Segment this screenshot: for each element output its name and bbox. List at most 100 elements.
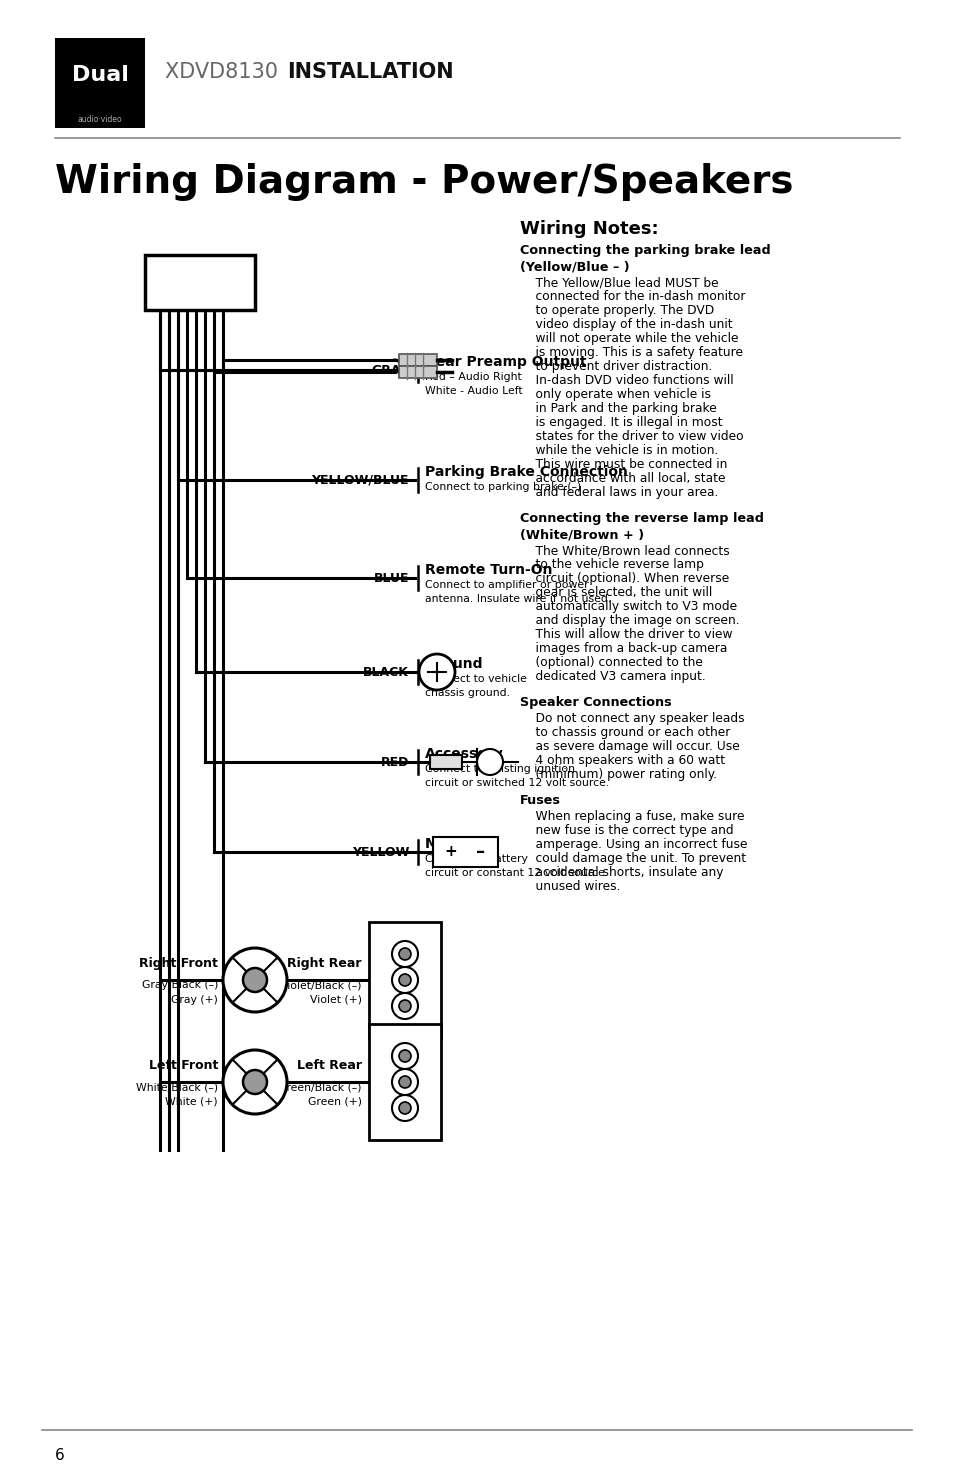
Circle shape xyxy=(243,968,267,993)
Circle shape xyxy=(392,1043,417,1069)
Text: Wiring Notes:: Wiring Notes: xyxy=(519,220,658,237)
Circle shape xyxy=(223,1050,287,1114)
Text: BLACK: BLACK xyxy=(363,665,409,678)
Text: White (+): White (+) xyxy=(165,1097,218,1108)
Text: BLUE: BLUE xyxy=(374,571,409,584)
Text: This will allow the driver to view: This will allow the driver to view xyxy=(519,628,732,642)
Text: RED: RED xyxy=(380,755,409,768)
Text: 4 ohm speakers with a 60 watt: 4 ohm speakers with a 60 watt xyxy=(519,754,724,767)
Text: new fuse is the correct type and: new fuse is the correct type and xyxy=(519,825,733,836)
Text: (minimum) power rating only.: (minimum) power rating only. xyxy=(519,768,717,780)
Text: connected for the in-dash monitor: connected for the in-dash monitor xyxy=(519,291,744,302)
Circle shape xyxy=(398,1102,411,1114)
Circle shape xyxy=(476,749,502,774)
Text: accordance with all local, state: accordance with all local, state xyxy=(519,472,724,485)
Bar xyxy=(398,354,436,366)
Text: GRAY: GRAY xyxy=(372,363,409,376)
Text: Dual: Dual xyxy=(71,65,129,86)
Circle shape xyxy=(398,1050,411,1062)
Circle shape xyxy=(398,1075,411,1089)
Text: Remote Turn-On: Remote Turn-On xyxy=(424,563,552,577)
Text: Gray (+): Gray (+) xyxy=(171,996,218,1004)
Text: chassis ground.: chassis ground. xyxy=(424,687,510,698)
Text: gear is selected, the unit will: gear is selected, the unit will xyxy=(519,586,712,599)
Text: as severe damage will occur. Use: as severe damage will occur. Use xyxy=(519,740,739,754)
Text: Connect to battery: Connect to battery xyxy=(424,854,527,864)
Text: The White/Brown lead connects: The White/Brown lead connects xyxy=(519,544,729,558)
Text: XDVD8130: XDVD8130 xyxy=(165,62,284,83)
Text: White/Black (–): White/Black (–) xyxy=(135,1083,218,1092)
Text: Violet (+): Violet (+) xyxy=(310,996,361,1004)
Text: YELLOW/BLUE: YELLOW/BLUE xyxy=(312,473,409,487)
Circle shape xyxy=(418,653,455,690)
Text: Connect to vehicle: Connect to vehicle xyxy=(424,674,526,684)
Text: When replacing a fuse, make sure: When replacing a fuse, make sure xyxy=(519,810,743,823)
Text: Left Front: Left Front xyxy=(149,1059,218,1072)
Text: states for the driver to view video: states for the driver to view video xyxy=(519,431,742,442)
Circle shape xyxy=(398,1000,411,1012)
Text: Violet/Black (–): Violet/Black (–) xyxy=(280,979,361,990)
Text: Right Front: Right Front xyxy=(139,957,218,971)
Text: Parking Brake Connection: Parking Brake Connection xyxy=(424,465,627,479)
Text: circuit or constant 12 volt source.: circuit or constant 12 volt source. xyxy=(424,867,607,878)
Text: Connect to existing ignition: Connect to existing ignition xyxy=(424,764,575,774)
Text: to prevent driver distraction.: to prevent driver distraction. xyxy=(519,360,712,373)
Text: Green (+): Green (+) xyxy=(308,1097,361,1108)
Text: Connecting the parking brake lead: Connecting the parking brake lead xyxy=(519,243,770,257)
Circle shape xyxy=(392,993,417,1019)
Bar xyxy=(433,836,497,867)
Text: to operate properly. The DVD: to operate properly. The DVD xyxy=(519,304,714,317)
Circle shape xyxy=(398,974,411,985)
Text: amperage. Using an incorrect fuse: amperage. Using an incorrect fuse xyxy=(519,838,747,851)
Circle shape xyxy=(392,941,417,968)
Text: Connect to parking brake (–): Connect to parking brake (–) xyxy=(424,482,580,493)
Text: to chassis ground or each other: to chassis ground or each other xyxy=(519,726,730,739)
Text: In-dash DVD video functions will: In-dash DVD video functions will xyxy=(519,375,733,386)
Text: and federal laws in your area.: and federal laws in your area. xyxy=(519,485,718,499)
Circle shape xyxy=(398,948,411,960)
Text: circuit or switched 12 volt source.: circuit or switched 12 volt source. xyxy=(424,777,609,788)
Text: Green/Black (–): Green/Black (–) xyxy=(278,1083,361,1092)
Text: could damage the unit. To prevent: could damage the unit. To prevent xyxy=(519,853,745,864)
Bar xyxy=(369,1024,440,1140)
Text: in Park and the parking brake: in Park and the parking brake xyxy=(519,403,716,414)
Text: Rear Preamp Output: Rear Preamp Output xyxy=(424,355,586,369)
Text: Accessory: Accessory xyxy=(424,746,503,761)
Text: Do not connect any speaker leads: Do not connect any speaker leads xyxy=(519,712,744,726)
Text: and display the image on screen.: and display the image on screen. xyxy=(519,614,739,627)
Text: Gray/Black (–): Gray/Black (–) xyxy=(141,979,218,990)
Text: +: + xyxy=(444,845,456,860)
Text: YELLOW: YELLOW xyxy=(352,845,409,858)
Text: video display of the in-dash unit: video display of the in-dash unit xyxy=(519,319,732,330)
Text: 6: 6 xyxy=(55,1447,65,1463)
Circle shape xyxy=(392,1069,417,1094)
Bar xyxy=(398,366,436,378)
Text: while the vehicle is in motion.: while the vehicle is in motion. xyxy=(519,444,718,457)
Circle shape xyxy=(243,1069,267,1094)
Text: images from a back-up camera: images from a back-up camera xyxy=(519,642,726,655)
Text: audio·video: audio·video xyxy=(77,115,122,124)
Text: antenna. Insulate wire if not used.: antenna. Insulate wire if not used. xyxy=(424,594,611,603)
Text: White - Audio Left: White - Audio Left xyxy=(424,386,522,395)
Text: Wiring Diagram - Power/Speakers: Wiring Diagram - Power/Speakers xyxy=(55,164,793,201)
Text: circuit (optional). When reverse: circuit (optional). When reverse xyxy=(519,572,728,586)
Bar xyxy=(55,38,145,128)
Text: (White/Brown + ): (White/Brown + ) xyxy=(519,528,643,541)
Text: is engaged. It is illegal in most: is engaged. It is illegal in most xyxy=(519,416,721,429)
Circle shape xyxy=(392,968,417,993)
Text: (Yellow/Blue – ): (Yellow/Blue – ) xyxy=(519,260,629,273)
Text: Connecting the reverse lamp lead: Connecting the reverse lamp lead xyxy=(519,512,763,525)
Text: is moving. This is a safety feature: is moving. This is a safety feature xyxy=(519,347,742,358)
Text: unused wires.: unused wires. xyxy=(519,881,619,892)
Bar xyxy=(369,922,440,1038)
Text: to the vehicle reverse lamp: to the vehicle reverse lamp xyxy=(519,558,703,571)
Text: Connect to amplifier or power: Connect to amplifier or power xyxy=(424,580,588,590)
Circle shape xyxy=(223,948,287,1012)
Text: Memory: Memory xyxy=(424,836,488,851)
Text: The Yellow/Blue lead MUST be: The Yellow/Blue lead MUST be xyxy=(519,276,718,289)
Bar xyxy=(430,755,461,768)
Text: automatically switch to V3 mode: automatically switch to V3 mode xyxy=(519,600,737,614)
Text: Ground: Ground xyxy=(424,656,482,671)
Text: This wire must be connected in: This wire must be connected in xyxy=(519,459,726,471)
Text: accidental shorts, insulate any: accidental shorts, insulate any xyxy=(519,866,722,879)
